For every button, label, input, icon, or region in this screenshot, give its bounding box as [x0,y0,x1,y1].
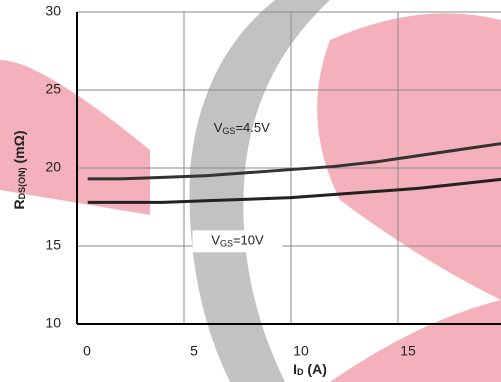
label-part: (mΩ) [11,130,27,167]
series-line [87,142,501,181]
annotation-part: V [211,233,220,248]
x-tick-label: 0 [83,343,91,359]
series-line [87,177,501,204]
annotation-sub: GS [222,126,235,136]
label-part: I [293,361,297,377]
y-tick-label: 25 [45,81,61,97]
x-tick-label: 10 [293,343,309,359]
label-part: R [11,199,27,209]
y-tick-label: 10 [45,315,61,331]
annotation-part: =4.5V [235,120,270,135]
y-tick-label: 20 [45,159,61,175]
y-tick-label: 30 [45,3,61,19]
annotation-part: V [214,120,223,135]
x-tick-label: 15 [400,343,416,359]
annotation-sub: GS [220,239,233,249]
annotation: VGS=4.5V [214,120,270,136]
label-part: (A) [304,361,327,377]
label-sub: D [297,367,304,377]
y-axis-label: RDS(ON) (mΩ) [11,130,28,209]
x-axis-label: ID (A) [293,361,327,378]
annotation-bg [192,230,283,253]
annotation-part: =10V [233,233,264,248]
y-tick-label: 15 [45,237,61,253]
x-tick-label: 5 [190,343,198,359]
watermark-arc [189,0,330,382]
label-sub: DS(ON) [17,167,27,199]
watermark-shape [0,60,150,215]
watermark-shape [330,300,501,382]
annotation: VGS=10V [211,233,264,249]
